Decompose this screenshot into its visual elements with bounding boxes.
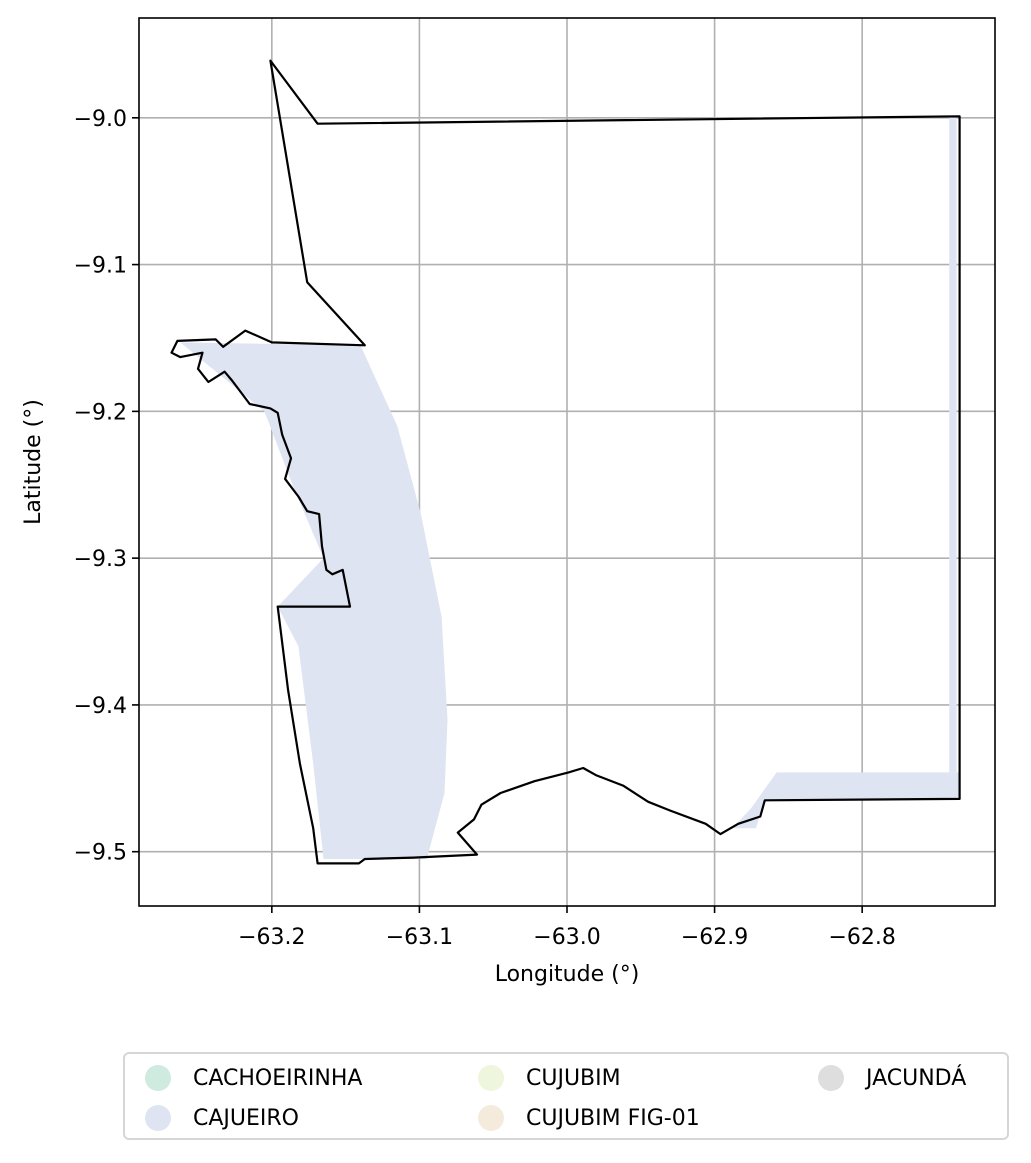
x-tick-label: −63.2: [238, 925, 305, 950]
y-tick-label: −9.2: [74, 400, 127, 425]
legend-marker: [818, 1065, 844, 1091]
legend-item-cujubim-fig-01: CUJUBIM FIG-01: [478, 1101, 700, 1135]
legend-label: CACHOEIRINHA: [193, 1065, 363, 1091]
y-tick-label: −9.3: [74, 547, 127, 572]
region-cajueiro-southeast: [732, 772, 960, 829]
region-cajueiro-east-strip: [949, 117, 957, 773]
legend-label: JACUNDÁ: [866, 1065, 967, 1091]
legend-item-cajueiro: CAJUEIRO: [145, 1101, 299, 1135]
legend-marker: [145, 1065, 171, 1091]
legend-label: CAJUEIRO: [193, 1105, 299, 1131]
x-tick-label: −63.0: [533, 925, 600, 950]
y-tick-label: −9.0: [74, 107, 127, 132]
map-plot: −63.2 −63.1 −63.0 −62.9 −62.8 −9.0−9.1−9.2−9…: [21, 17, 996, 987]
y-axis-label: Latitude (°): [21, 399, 46, 525]
legend-label: CUJUBIM: [526, 1065, 621, 1091]
map-regions: [180, 117, 960, 859]
y-tick-label: −9.5: [74, 841, 127, 866]
legend-item-cujubim: CUJUBIM: [478, 1061, 621, 1095]
legend-item-jacunda: JACUNDÁ: [818, 1061, 966, 1095]
municipality-boundary: [170, 59, 961, 865]
legend-item-cachoeirinha: CACHOEIRINHA: [145, 1061, 362, 1095]
x-tick-label: −62.9: [681, 925, 748, 950]
legend-marker: [145, 1105, 171, 1131]
y-axis-ticks: −9.0 −9.1 −9.2 −9.3 −9.4 −9.5: [74, 107, 139, 866]
region-cajueiro-west: [180, 342, 448, 859]
y-tick-label: −9.4: [74, 694, 127, 719]
legend-marker: [478, 1065, 504, 1091]
x-axis-ticks: −63.2 −63.1 −63.0 −62.9 −62.8: [238, 906, 896, 950]
x-axis-label: Longitude (°): [495, 962, 640, 987]
legend-marker: [478, 1105, 504, 1131]
legend: CACHOEIRINHA CAJUEIRO CUJUBIM CUJUBIM FI…: [123, 1052, 1009, 1140]
y-tick-label: −9.1: [74, 254, 127, 279]
x-tick-label: −63.1: [386, 925, 453, 950]
legend-label: CUJUBIM FIG-01: [526, 1105, 700, 1131]
x-tick-label: −62.8: [828, 925, 895, 950]
